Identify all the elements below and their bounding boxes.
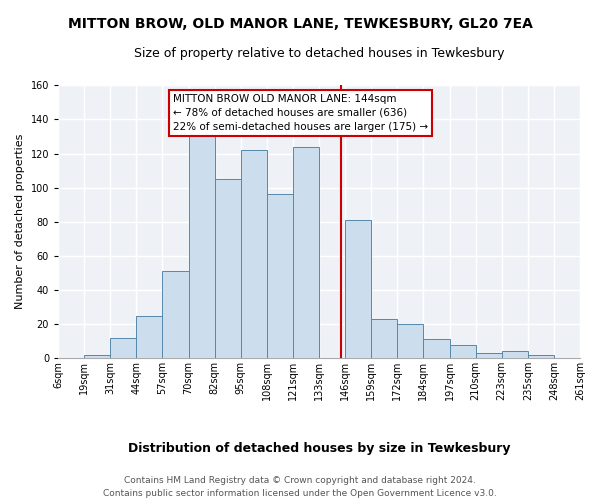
Bar	[84, 355, 110, 358]
Text: MITTON BROW OLD MANOR LANE: 144sqm
← 78% of detached houses are smaller (636)
22: MITTON BROW OLD MANOR LANE: 144sqm ← 78%…	[173, 94, 428, 132]
Bar	[424, 340, 449, 358]
Bar	[293, 146, 319, 358]
Bar	[528, 355, 554, 358]
Title: Size of property relative to detached houses in Tewkesbury: Size of property relative to detached ho…	[134, 48, 504, 60]
Text: Contains HM Land Registry data © Crown copyright and database right 2024.
Contai: Contains HM Land Registry data © Crown c…	[103, 476, 497, 498]
Bar	[371, 319, 397, 358]
Bar	[136, 316, 163, 358]
Text: MITTON BROW, OLD MANOR LANE, TEWKESBURY, GL20 7EA: MITTON BROW, OLD MANOR LANE, TEWKESBURY,…	[68, 18, 532, 32]
Bar	[502, 352, 528, 358]
Bar	[241, 150, 267, 358]
Y-axis label: Number of detached properties: Number of detached properties	[15, 134, 25, 310]
Bar	[215, 179, 241, 358]
Bar	[110, 338, 136, 358]
Bar	[397, 324, 424, 358]
X-axis label: Distribution of detached houses by size in Tewkesbury: Distribution of detached houses by size …	[128, 442, 510, 455]
Bar	[163, 271, 188, 358]
Bar	[267, 194, 293, 358]
Bar	[449, 344, 476, 358]
Bar	[188, 134, 215, 358]
Bar	[345, 220, 371, 358]
Bar	[476, 353, 502, 358]
